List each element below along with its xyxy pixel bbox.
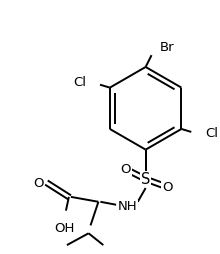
Text: O: O: [162, 181, 172, 194]
Text: OH: OH: [54, 223, 74, 235]
Text: NH: NH: [118, 200, 138, 213]
Text: S: S: [141, 172, 150, 187]
Text: Br: Br: [160, 41, 174, 54]
Text: Cl: Cl: [205, 128, 218, 140]
Text: O: O: [121, 163, 131, 176]
Text: Cl: Cl: [73, 76, 86, 89]
Text: O: O: [33, 177, 43, 189]
